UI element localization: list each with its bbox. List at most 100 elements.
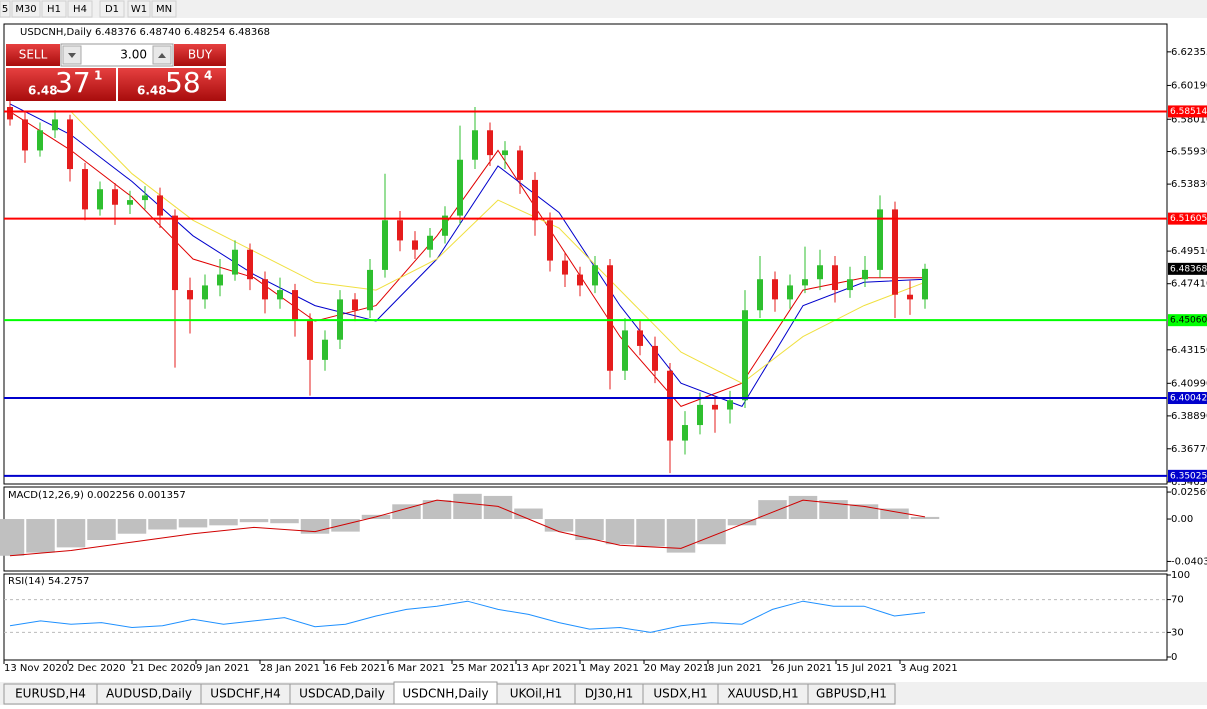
tab-label[interactable]: EURUSD,H4 (15, 687, 86, 701)
timeframe-label[interactable]: H4 (73, 4, 87, 15)
candle-body (757, 279, 763, 311)
tab-label[interactable]: USDX,H1 (653, 687, 707, 701)
candle-body (142, 195, 148, 201)
timeframe-button[interactable] (67, 0, 93, 18)
buy-price-fraction: 4 (204, 69, 212, 83)
candle-body (682, 425, 688, 441)
current-price-bg (1168, 262, 1207, 275)
tab-label[interactable]: DJ30,H1 (585, 687, 634, 701)
candle-body (22, 119, 28, 151)
macd-bar (117, 519, 147, 534)
tab-label[interactable]: USDCNH,Daily (402, 687, 488, 701)
candle-body (712, 404, 718, 410)
macd-bar (209, 519, 238, 526)
candle-body (787, 285, 793, 300)
y-tick-label: 6.60190 (1171, 80, 1207, 91)
rsi-line (9, 600, 926, 633)
y-tick-label: 30 (1171, 627, 1184, 638)
y-tick-label: 70 (1171, 595, 1184, 606)
tab-label[interactable]: AUDUSD,Daily (106, 687, 192, 701)
candle-body (772, 279, 778, 300)
timeframe-button[interactable] (127, 0, 151, 18)
timeframe-label[interactable]: MN (156, 4, 172, 15)
timeframe-label[interactable]: H1 (47, 4, 61, 15)
candle-body (592, 265, 598, 286)
sell-label[interactable]: SELL (19, 48, 48, 62)
candle-body (292, 290, 298, 320)
timeframe-button[interactable] (11, 0, 41, 18)
tab[interactable] (807, 683, 896, 705)
candle-body (427, 235, 433, 250)
candle-body (232, 249, 238, 275)
macd-bar (87, 519, 116, 541)
candle-body (877, 209, 883, 270)
timeframe-button[interactable] (99, 0, 125, 18)
candle-body (472, 130, 478, 160)
tab-label[interactable]: USDCAD,Daily (299, 687, 385, 701)
candle-body (7, 107, 13, 120)
buy-button[interactable] (174, 44, 226, 66)
timeframe-label[interactable]: 5 (2, 4, 8, 15)
level-label-bg (1168, 314, 1207, 327)
candle-body (37, 130, 43, 151)
timeframe-label[interactable]: D1 (105, 4, 119, 15)
x-tick-label: 2 Dec 2020 (68, 663, 126, 674)
buy-label[interactable]: BUY (188, 48, 213, 62)
candle-body (187, 290, 193, 300)
x-tick-label: 9 Jan 2021 (196, 663, 250, 674)
x-tick-label: 28 Jan 2021 (260, 663, 320, 674)
candle-body (127, 200, 133, 205)
timeframe-button[interactable] (0, 0, 11, 18)
candle-body (607, 265, 613, 371)
x-tick-label: 13 Apr 2021 (516, 663, 578, 674)
candle-body (532, 179, 538, 221)
candle-body (247, 249, 253, 280)
tab-label[interactable]: XAUUSD,H1 (727, 687, 798, 701)
timeframe-label[interactable]: W1 (131, 4, 147, 15)
candle-body (382, 220, 388, 270)
moving-average (70, 111, 926, 384)
moving-average (9, 111, 925, 407)
sell-price-box[interactable] (6, 68, 116, 101)
macd-bar (239, 519, 269, 523)
macd-bar (56, 519, 86, 548)
macd-bar (544, 519, 574, 532)
lots-value[interactable]: 3.00 (120, 48, 147, 62)
candle-body (667, 370, 673, 441)
candle-body (817, 265, 823, 280)
y-tick-label: 6.62355 (1171, 47, 1207, 58)
sell-price-big: 6.48 (28, 84, 58, 98)
tab-label[interactable]: UKOil,H1 (510, 687, 563, 701)
macd-bar (453, 493, 482, 520)
y-tick-label: 6.40990 (1171, 378, 1207, 389)
candle-body (727, 400, 733, 410)
candle-body (367, 269, 373, 311)
y-tick-label: 6.53830 (1171, 179, 1207, 190)
candle-body (412, 240, 418, 250)
sell-button[interactable] (6, 44, 60, 66)
candle-body (352, 299, 358, 311)
trade-panel: SELL 3.00 BUY 6.48 37 1 6.48 58 4 (6, 43, 226, 101)
tab-label[interactable]: GBPUSD,H1 (816, 687, 887, 701)
candle-body (547, 220, 553, 261)
y-tick-label: 6.38890 (1171, 411, 1207, 422)
macd-bar (26, 519, 55, 553)
tab-label[interactable]: USDCHF,H4 (210, 687, 280, 701)
sell-price-pips: 37 (55, 66, 91, 99)
candle-body (112, 189, 118, 205)
candle-body (847, 279, 853, 291)
timeframe-button[interactable] (41, 0, 67, 18)
macd-bar (636, 519, 665, 547)
y-tick-label: 6.58010 (1171, 114, 1207, 125)
macd-bar (514, 508, 543, 520)
candle-body (97, 189, 103, 210)
timeframe-label[interactable]: M30 (15, 4, 36, 15)
macd-bar (148, 519, 177, 530)
lots-field[interactable] (60, 43, 174, 67)
macd-bar (331, 519, 360, 532)
candle-body (322, 339, 328, 360)
timeframe-button[interactable] (151, 0, 177, 18)
buy-price-box[interactable] (118, 68, 226, 101)
candle-body (862, 269, 868, 280)
candle-body (487, 130, 493, 156)
